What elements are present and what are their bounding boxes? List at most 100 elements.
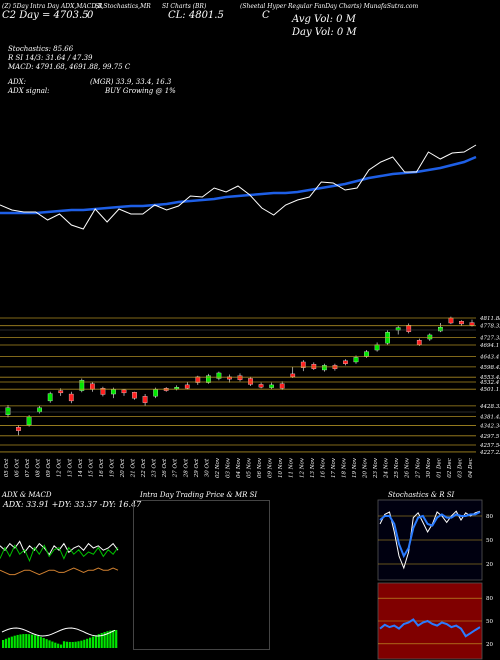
candle-body [216,372,222,379]
candle-body [448,317,454,324]
date-tick-label: 16 Oct [99,458,105,477]
day-volume: Day Vol: 0 M [292,27,357,38]
date-tick-label: 26 Oct [162,458,168,478]
candle-body [279,383,285,389]
date-tick-label: 15 Oct [88,458,94,477]
candle-body [79,380,85,391]
price-level-label: 4257.54 [479,443,500,449]
macd-histogram-bar [100,633,103,648]
macd-histogram-bar [106,631,109,648]
macd-histogram-bar [10,636,13,648]
date-tick-label: 14 Oct [78,458,84,477]
candle-body [111,389,116,395]
adx-macd-chart [0,540,119,648]
price-levels: 4811.88 4778.32 4727.35 4694.17 4643.4 4598.4… [0,316,500,456]
macd-histogram-bar [60,644,63,648]
candle-body [343,360,348,364]
intraday-panel [133,500,270,650]
candle-body [322,365,327,371]
price-level-label: 4342.34 [479,424,500,430]
macd-histogram-bar [54,642,57,648]
date-tick-label: 26 Nov [405,457,411,479]
date-tick-label: 28 Oct [183,458,189,478]
macd-histogram-bar [71,641,74,648]
candle-body [68,393,74,402]
candle-body [374,344,380,351]
date-tick-label: 07 Oct [25,458,31,477]
header-title-1: (Z) 5Day Intra Day ADX,MACD,R [2,3,103,10]
date-tick-label: 08 Oct [36,458,42,477]
candle-body [142,396,148,403]
candle-body [26,416,32,426]
macd-histogram-bar [22,634,25,648]
candle-body [174,387,180,390]
date-tick-label: 18 Nov [341,457,347,478]
macd-histogram-bar [48,640,51,648]
price-level-label: 4778.32 [479,324,500,330]
macd-histogram-bar [89,637,92,648]
price-level-label: 4598.42 [479,365,500,371]
date-tick-label: 27 Oct [173,458,179,478]
moving-average-line [0,155,477,215]
date-tick-label: 13 Oct [67,458,73,477]
price-level-label: 4727.35 [479,335,500,341]
price-line [0,144,477,230]
date-axis: 05 Oct 06 Oct 07 Oct 08 Oct 09 Oct 12 Oct 13 O… [4,457,474,479]
date-tick-label: 10 Nov [278,457,284,478]
date-tick-label: 05 Oct [4,458,10,477]
price-level-label: 4553.45 [479,375,500,381]
price-level-label: 4381.43 [479,415,500,421]
macd-histogram-bar [7,637,10,648]
date-tick-label: 29 Oct [194,458,200,478]
date-tick-label: 19 Oct [109,458,115,477]
candle-body [459,321,464,325]
macd-histogram-bar [4,638,8,648]
price-level-label: 4694.17 [479,343,500,349]
date-tick-label: 09 Oct [46,458,52,477]
date-tick-label: 16 Nov [320,457,326,478]
date-tick-label: 24 Nov [384,457,390,479]
stochastics-line [379,511,481,559]
date-tick-label: 03 Nov [225,457,231,478]
price-level-label: 4532.47 [479,380,500,386]
candle-body [395,327,401,331]
macd-histogram-bar [13,635,16,648]
rsi-tick-label: 80 [486,596,493,602]
close-value: CL: 4801.5 [168,10,224,21]
date-tick-label: 22 Oct [141,458,147,478]
macd-histogram-bar [83,639,86,648]
date-tick-label: 12 Oct [57,458,63,477]
macd-histogram-bar [77,641,80,648]
macd-histogram-bar [112,630,115,648]
candle-body [438,326,443,332]
macd-histogram-bar [103,632,106,648]
macd-histogram-bar [68,641,71,648]
candle-body [258,384,264,388]
macd-histogram-bar [42,637,45,648]
candle-body [37,407,42,413]
macd-histogram-bar [31,634,34,648]
adx-label: ADX: [8,78,27,86]
candle-body [364,351,369,357]
macd-histogram-bar [57,643,60,648]
date-tick-label: 30 Oct [204,458,210,477]
stoch-panel-title: Stochastics & R SI [388,491,455,499]
buy-signal: BUY Growing @ 1% [105,87,176,95]
date-tick-label: 13 Nov [310,457,316,478]
price-line-chart [0,144,477,230]
candle-body [153,389,158,397]
date-tick-label: 30 Nov [426,457,432,478]
date-tick-label: 20 Nov [363,457,369,479]
date-tick-label: 04 Nov [236,457,242,478]
macd-histogram-bar [2,640,5,648]
price-level-label: 4643.4 [479,355,500,361]
macd-histogram-bar [115,630,118,648]
macd-histogram-bar [94,635,97,648]
macd-histogram-bar [65,641,68,648]
candle-body [100,388,106,395]
date-tick-label: 02 Dec [447,458,453,478]
candle-body [290,373,296,378]
candle-body [269,384,274,388]
price-level-label: 4227.23 [479,450,500,456]
